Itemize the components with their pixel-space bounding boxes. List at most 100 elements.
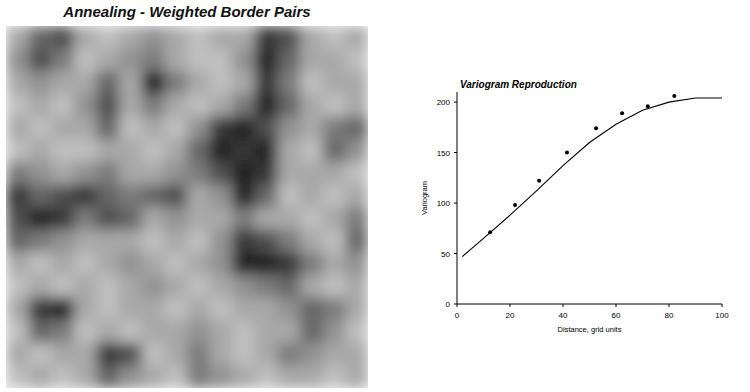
heatmap-cell [345, 298, 368, 321]
heatmap-cell [119, 275, 142, 298]
heatmap-cell [232, 275, 255, 298]
heatmap-cell [255, 207, 278, 230]
heatmap-cell [97, 139, 120, 162]
chart-title: Variogram Reproduction [460, 79, 577, 90]
x-tick-label: 40 [559, 311, 568, 320]
heatmap-cell [323, 117, 346, 140]
heatmap-cell [300, 162, 323, 185]
y-axis-title: Variogram [420, 181, 429, 215]
heatmap-cell [29, 207, 52, 230]
heatmap-cell [164, 365, 187, 388]
heatmap-cell [119, 162, 142, 185]
heatmap-cell [232, 298, 255, 321]
heatmap-cell [210, 252, 233, 275]
heatmap-cell [232, 49, 255, 72]
heatmap-cell [74, 184, 97, 207]
heatmap-cell [255, 252, 278, 275]
heatmap-cell [345, 230, 368, 253]
heatmap-cell [278, 230, 301, 253]
heatmap-cell [300, 26, 323, 49]
heatmap-cell [29, 298, 52, 321]
heatmap-cell [187, 117, 210, 140]
heatmap-cell [255, 71, 278, 94]
heatmap-cell [278, 207, 301, 230]
heatmap-cell [74, 26, 97, 49]
heatmap-cell [187, 162, 210, 185]
heatmap-cell [345, 320, 368, 343]
heatmap-cell [29, 230, 52, 253]
heatmap-cell [187, 365, 210, 388]
heatmap-cell [74, 49, 97, 72]
heatmap-cell [255, 298, 278, 321]
heatmap-cell [232, 207, 255, 230]
heatmap-cell [74, 162, 97, 185]
heatmap-cell [142, 298, 165, 321]
heatmap-cell [323, 298, 346, 321]
heatmap-cell [29, 320, 52, 343]
heatmap-cell [278, 162, 301, 185]
heatmap-cell [278, 275, 301, 298]
y-tick-label: 200 [437, 98, 451, 107]
heatmap-cell [142, 365, 165, 388]
heatmap-cell [300, 71, 323, 94]
heatmap-cell [300, 343, 323, 366]
x-tick [616, 304, 617, 307]
heatmap-cell [232, 117, 255, 140]
heatmap-cell [29, 94, 52, 117]
x-axis-title: Distance, grid units [558, 325, 622, 334]
heatmap-cell [323, 343, 346, 366]
heatmap-cell [255, 320, 278, 343]
heatmap-cell [29, 49, 52, 72]
data-point [594, 126, 598, 130]
heatmap-cell [278, 184, 301, 207]
heatmap-cell [51, 117, 74, 140]
heatmap-cell [232, 343, 255, 366]
heatmap-cell [323, 139, 346, 162]
heatmap-cell [323, 230, 346, 253]
heatmap-cell [51, 94, 74, 117]
heatmap-cell [97, 320, 120, 343]
y-tick [454, 102, 457, 103]
heatmap-cell [187, 298, 210, 321]
heatmap-cell [29, 26, 52, 49]
heatmap-cell [164, 230, 187, 253]
heatmap-cell [210, 365, 233, 388]
data-point [565, 151, 569, 155]
heatmap-cell [51, 252, 74, 275]
heatmap-cell [210, 207, 233, 230]
heatmap-cell [255, 162, 278, 185]
heatmap-cell [210, 71, 233, 94]
heatmap-cell [119, 298, 142, 321]
heatmap-cell [164, 207, 187, 230]
heatmap-cell [300, 184, 323, 207]
x-tick-label: 80 [665, 311, 674, 320]
heatmap-cell [210, 162, 233, 185]
heatmap-cell [51, 298, 74, 321]
heatmap-cell [300, 94, 323, 117]
heatmap-cell [232, 230, 255, 253]
heatmap-cell [323, 365, 346, 388]
heatmap-cell [164, 275, 187, 298]
heatmap-cell [51, 162, 74, 185]
heatmap-cell [142, 162, 165, 185]
heatmap-cell [51, 320, 74, 343]
heatmap-cell [232, 162, 255, 185]
y-tick-label: 150 [437, 149, 451, 158]
heatmap-cell [255, 275, 278, 298]
data-point [513, 203, 517, 207]
heatmap-cell [232, 139, 255, 162]
heatmap-cell [51, 207, 74, 230]
heatmap-cell [74, 252, 97, 275]
heatmap-cell [164, 343, 187, 366]
heatmap-cell [6, 207, 29, 230]
heatmap-cell [142, 230, 165, 253]
heatmap-cell [232, 184, 255, 207]
heatmap-cell [29, 71, 52, 94]
heatmap-cell [119, 26, 142, 49]
heatmap-cell [6, 343, 29, 366]
y-tick-label: 100 [437, 199, 451, 208]
heatmap-cell [345, 139, 368, 162]
heatmap-cell [6, 252, 29, 275]
heatmap-cell [323, 94, 346, 117]
heatmap-cell [6, 117, 29, 140]
